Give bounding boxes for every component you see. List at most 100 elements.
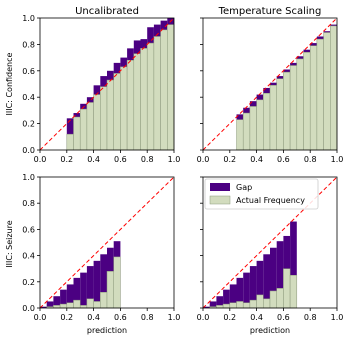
perfect-calibration-line <box>39 176 175 309</box>
perfect-calibration-line <box>39 17 175 151</box>
x-tick-label: 0.0 <box>197 313 210 322</box>
actual-frequency-bar <box>120 66 128 151</box>
panel-uncalibrated-confidence: 0.0 0.2 0.4 0.6 0.8 1.0 0.0 0.2 0.4 0.6 0.8 1.0 <box>22 14 180 164</box>
panel-title-temperature-scaling: Temperature Scaling <box>218 6 322 17</box>
gap-bar <box>203 306 210 308</box>
legend-gap-swatch <box>210 183 230 191</box>
actual-frequency-bar <box>330 25 338 151</box>
actual-frequency-bar <box>276 78 284 151</box>
actual-frequency-bar <box>86 298 94 309</box>
x-tick-label: 0.8 <box>304 155 317 164</box>
panel-uncalibrated-seizure: 0.0 0.2 0.4 0.6 0.8 1.0 0.0 0.2 0.4 0.6 0.8 1.0 <box>22 173 180 322</box>
gap-bar <box>73 277 81 308</box>
actual-frequency-bar <box>236 301 244 309</box>
x-tick-label: 0.6 <box>114 155 127 164</box>
legend-actual-frequency-label: Actual Frequency <box>236 196 305 205</box>
actual-frequency-bar <box>296 58 304 151</box>
legend: Gap Actual Frequency <box>204 178 319 210</box>
x-tick-label: 0.8 <box>304 313 317 322</box>
actual-frequency-bar <box>242 302 251 309</box>
actual-frequency-bar <box>133 53 141 151</box>
axes-frame <box>39 17 175 151</box>
axes-frame <box>202 17 338 151</box>
x-tick-label: 0.6 <box>114 313 127 322</box>
actual-frequency-bar <box>289 65 298 151</box>
x-tick-label: 1.0 <box>168 155 181 164</box>
actual-frequency-bar <box>222 303 231 309</box>
x-tick-label: 0.8 <box>141 155 154 164</box>
panel-title-uncalibrated: Uncalibrated <box>75 6 139 17</box>
actual-frequency-bar <box>289 275 298 309</box>
perfect-calibration-line <box>202 17 338 151</box>
y-axis-label-confidence: IIIC: Confidence <box>5 52 14 115</box>
actual-frequency-bar <box>106 79 114 151</box>
actual-frequency-bar <box>283 71 291 151</box>
actual-frequency-bar <box>236 119 244 151</box>
x-tick-label: 0.4 <box>250 155 263 164</box>
gap-bar <box>276 241 284 308</box>
actual-frequency-bar <box>323 32 331 151</box>
actual-frequency-bar <box>256 99 264 151</box>
gap-bar <box>263 254 270 308</box>
actual-frequency-bar <box>283 268 291 309</box>
gap-bar <box>236 277 244 308</box>
x-tick-label: 0.4 <box>87 155 100 164</box>
x-tick-label: 1.0 <box>331 155 344 164</box>
x-tick-label: 0.2 <box>223 313 236 322</box>
y-tick-label: 0.6 <box>22 67 35 76</box>
gap-bar <box>80 272 87 308</box>
gap-bar <box>290 221 297 308</box>
actual-frequency-bar <box>167 24 175 151</box>
y-tick-label: 1.0 <box>22 14 35 23</box>
x-tick-label: 0.2 <box>60 155 73 164</box>
y-tick-label: 0.0 <box>22 304 35 313</box>
legend-gap-label: Gap <box>236 183 252 192</box>
gap-bar <box>53 296 61 308</box>
x-tick-label: 0.2 <box>223 155 236 164</box>
actual-frequency-bar <box>59 303 68 309</box>
x-tick-label: 1.0 <box>168 313 181 322</box>
x-tick-label: 0.0 <box>197 155 210 164</box>
actual-frequency-bar <box>249 106 257 151</box>
actual-frequency-bar <box>269 85 277 151</box>
actual-frequency-bar <box>73 299 81 309</box>
actual-frequency-bar <box>93 94 101 151</box>
actual-frequency-bar <box>309 45 318 151</box>
actual-frequency-bar <box>113 256 121 309</box>
y-tick-label: 0.4 <box>22 93 35 102</box>
gap-bar <box>229 284 237 308</box>
y-tick-label: 0.2 <box>22 120 35 129</box>
x-tick-label: 0.8 <box>141 313 154 322</box>
gap-bar <box>100 254 107 308</box>
gap-bar <box>60 289 67 308</box>
actual-frequency-bar <box>242 112 251 151</box>
actual-frequency-bar <box>73 116 81 151</box>
actual-frequency-bar <box>113 73 121 151</box>
actual-frequency-bar <box>93 301 101 309</box>
y-axis-label-seizure: IIIC: Seizure <box>5 220 14 268</box>
axes-frame <box>202 176 338 309</box>
actual-frequency-bar <box>153 36 161 151</box>
x-tick-label: 0.2 <box>60 313 73 322</box>
gap-bar <box>46 301 54 308</box>
actual-frequency-bar <box>100 292 108 309</box>
actual-frequency-bar <box>100 86 108 151</box>
y-tick-label: 0.8 <box>22 199 35 208</box>
gap-bar <box>66 284 74 308</box>
actual-frequency-bar <box>106 271 114 309</box>
gap-bar <box>249 266 257 308</box>
gap-bar <box>86 266 94 308</box>
actual-frequency-bar <box>269 290 277 309</box>
y-tick-label: 0.6 <box>22 225 35 234</box>
gap-bar <box>243 272 250 308</box>
legend-actual-frequency-swatch <box>209 195 231 205</box>
x-axis-label-bottom-left: prediction <box>87 326 127 335</box>
axes-frame <box>39 176 175 309</box>
x-tick-label: 0.0 <box>34 313 47 322</box>
gap-bar <box>209 301 217 308</box>
actual-frequency-bar <box>263 298 271 309</box>
x-tick-label: 1.0 <box>331 313 344 322</box>
actual-frequency-bar <box>303 52 311 151</box>
actual-frequency-bar <box>229 302 237 309</box>
